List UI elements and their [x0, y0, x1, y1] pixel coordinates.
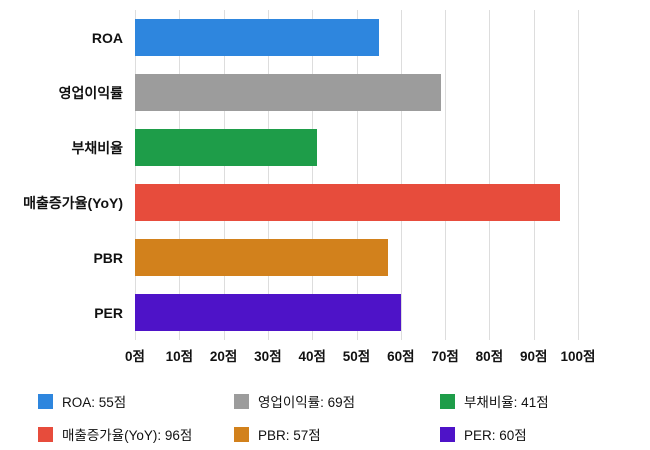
- gridline: [489, 10, 491, 340]
- legend-swatch: [234, 393, 249, 409]
- gridline: [223, 10, 225, 340]
- legend-label: ROA: 55점: [62, 395, 127, 410]
- gridline: [533, 10, 535, 340]
- x-tick-label: 10점: [165, 349, 194, 364]
- gridline: [267, 10, 269, 340]
- gridline: [578, 10, 579, 340]
- bar-매출증가율(YoY): [135, 184, 561, 221]
- legend-label: 부채비율: 41점: [464, 395, 549, 410]
- plot-wrap: 0점 10점 20점 30점 40점 50점 60점 70점 80점 90점 100점: [125, 10, 595, 365]
- x-tick-label: 50점: [342, 349, 371, 364]
- legend-label: 매출증가율(YoY): 96점: [62, 428, 193, 443]
- category-label: PER: [94, 304, 123, 321]
- bar-PER: [135, 294, 401, 331]
- bar-영업이익률: [135, 74, 441, 111]
- bar-PBR: [135, 239, 388, 276]
- legend-item: 영업이익률: 69점: [234, 391, 440, 411]
- gridline: [312, 10, 314, 340]
- legend-swatch: [440, 426, 455, 442]
- x-tick-label: 20점: [209, 349, 238, 364]
- x-tick-label: 0점: [125, 349, 145, 364]
- gridline: [400, 10, 402, 340]
- category-label: 부채비율: [71, 139, 123, 156]
- legend-swatch: [38, 393, 53, 409]
- gridline: [445, 10, 447, 340]
- x-tick-label: 40점: [298, 349, 326, 364]
- legend-swatch: [38, 426, 53, 442]
- legend-item: PER: 60점: [440, 424, 650, 444]
- plot-area: [135, 10, 579, 340]
- legend-swatch: [440, 393, 455, 409]
- gridline: [356, 10, 358, 340]
- legend-label: 영업이익률: 69점: [258, 395, 356, 410]
- gridline: [179, 10, 181, 340]
- x-tick-label: 80점: [475, 349, 504, 364]
- legend-item: ROA: 55점: [38, 391, 234, 411]
- x-tick-label: 70점: [431, 349, 459, 364]
- x-tick-label: 100점: [560, 349, 596, 364]
- gridline: [135, 10, 136, 340]
- legend-swatch: [234, 426, 249, 442]
- category-label: PBR: [93, 249, 123, 266]
- category-label: 영업이익률: [58, 84, 123, 101]
- x-tick-label: 90점: [519, 349, 548, 364]
- legend-item: 부채비율: 41점: [440, 391, 650, 411]
- legend-item: 매출증가율(YoY): 96점: [38, 424, 234, 444]
- category-label: 매출증가율(YoY): [23, 194, 123, 211]
- category-label: ROA: [91, 29, 123, 46]
- bar-부채비율: [135, 129, 317, 166]
- legend-item: PBR: 57점: [234, 424, 440, 444]
- x-tick-label: 60점: [387, 349, 415, 364]
- legend-label: PBR: 57점: [258, 428, 321, 443]
- bar-ROA: [135, 19, 379, 56]
- legend-label: PER: 60점: [464, 428, 527, 443]
- x-tick-label: 30점: [254, 349, 282, 364]
- x-axis-labels: 0점 10점 20점 30점 40점 50점 60점 70점 80점 90점 100점: [125, 345, 595, 365]
